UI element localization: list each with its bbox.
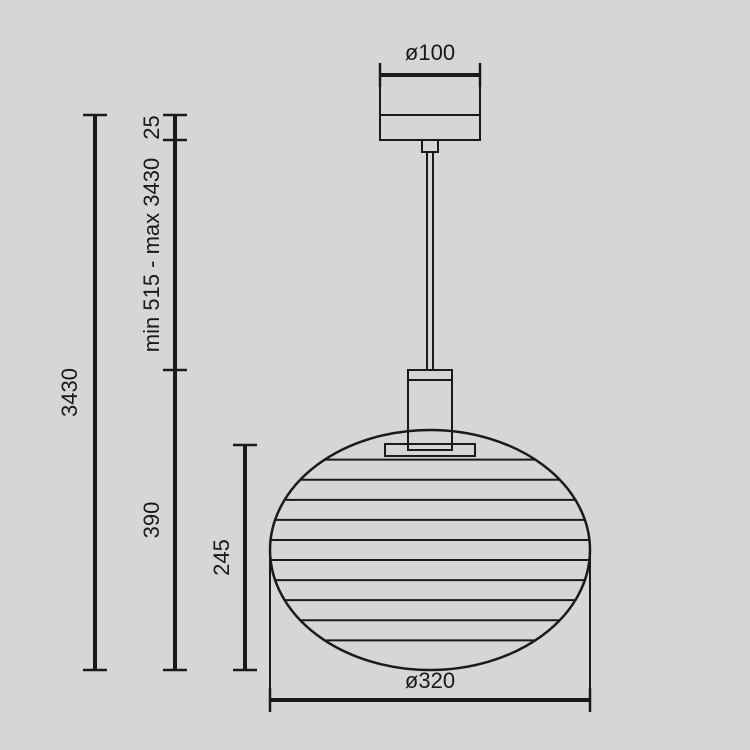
dim-socket-shade: 390	[139, 502, 164, 539]
dim-total-height: 3430	[57, 368, 82, 417]
dim-top-diameter: ø100	[405, 40, 455, 65]
lamp-shade	[270, 430, 590, 670]
dim-bottom-diameter: ø320	[405, 668, 455, 693]
dim-canopy-height: 25	[139, 115, 164, 139]
cord-grip	[422, 140, 438, 152]
dim-cord-range: min 515 - max 3430	[139, 158, 164, 352]
dim-shade-height: 245	[209, 539, 234, 576]
canopy	[380, 115, 480, 140]
